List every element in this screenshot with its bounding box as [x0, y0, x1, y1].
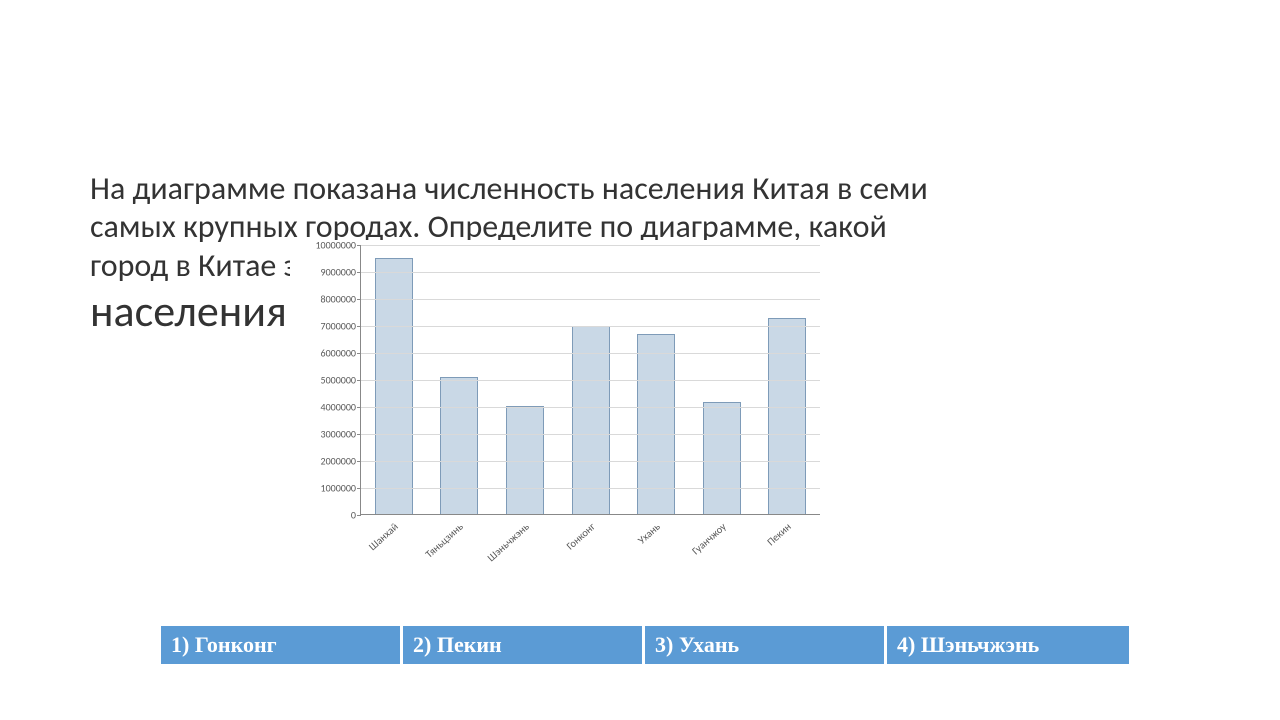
population-bar-chart: ШанхайТяньцзиньШэньчжэньГонконгУханьГуан… — [290, 240, 830, 600]
y-tick-label: 6000000 — [296, 347, 356, 360]
y-tick-label: 9000000 — [296, 266, 356, 279]
y-tickmark — [357, 488, 361, 489]
y-tickmark — [357, 461, 361, 462]
y-tickmark — [357, 299, 361, 300]
y-tickmark — [357, 353, 361, 354]
y-tickmark — [357, 407, 361, 408]
answer-option[interactable]: 4) Шэньчжэнь — [887, 626, 1129, 664]
question-line1: На диаграмме показана численность населе… — [90, 169, 928, 208]
answer-options: 1) Гонконг2) Пекин3) Ухань4) Шэньчжэнь — [160, 625, 1130, 665]
bar — [440, 377, 478, 514]
y-tick-label: 7000000 — [296, 320, 356, 333]
gridline — [361, 299, 820, 300]
y-tick-label: 2000000 — [296, 455, 356, 468]
answer-option[interactable]: 3) Ухань — [645, 626, 887, 664]
y-tickmark — [357, 380, 361, 381]
gridline — [361, 326, 820, 327]
y-tickmark — [357, 434, 361, 435]
gridline — [361, 380, 820, 381]
y-tick-label: 3000000 — [296, 428, 356, 441]
y-tick-label: 5000000 — [296, 374, 356, 387]
y-tick-label: 8000000 — [296, 293, 356, 306]
gridline — [361, 461, 820, 462]
bar — [768, 318, 806, 514]
plot-area: ШанхайТяньцзиньШэньчжэньГонконгУханьГуан… — [360, 245, 820, 515]
answer-option[interactable]: 2) Пекин — [403, 626, 645, 664]
y-tickmark — [357, 326, 361, 327]
answer-option[interactable]: 1) Гонконг — [161, 626, 403, 664]
y-tick-label: 4000000 — [296, 401, 356, 414]
gridline — [361, 272, 820, 273]
gridline — [361, 434, 820, 435]
bar — [703, 402, 741, 514]
gridline — [361, 407, 820, 408]
gridline — [361, 245, 820, 246]
y-tick-label: 0 — [296, 509, 356, 522]
question-line4: населения — [90, 284, 287, 338]
y-tick-label: 1000000 — [296, 482, 356, 495]
y-tick-label: 10000000 — [296, 239, 356, 252]
y-tickmark — [357, 272, 361, 273]
bar — [375, 258, 413, 514]
y-tickmark — [357, 515, 361, 516]
y-tickmark — [357, 245, 361, 246]
gridline — [361, 353, 820, 354]
bar — [637, 334, 675, 514]
gridline — [361, 488, 820, 489]
